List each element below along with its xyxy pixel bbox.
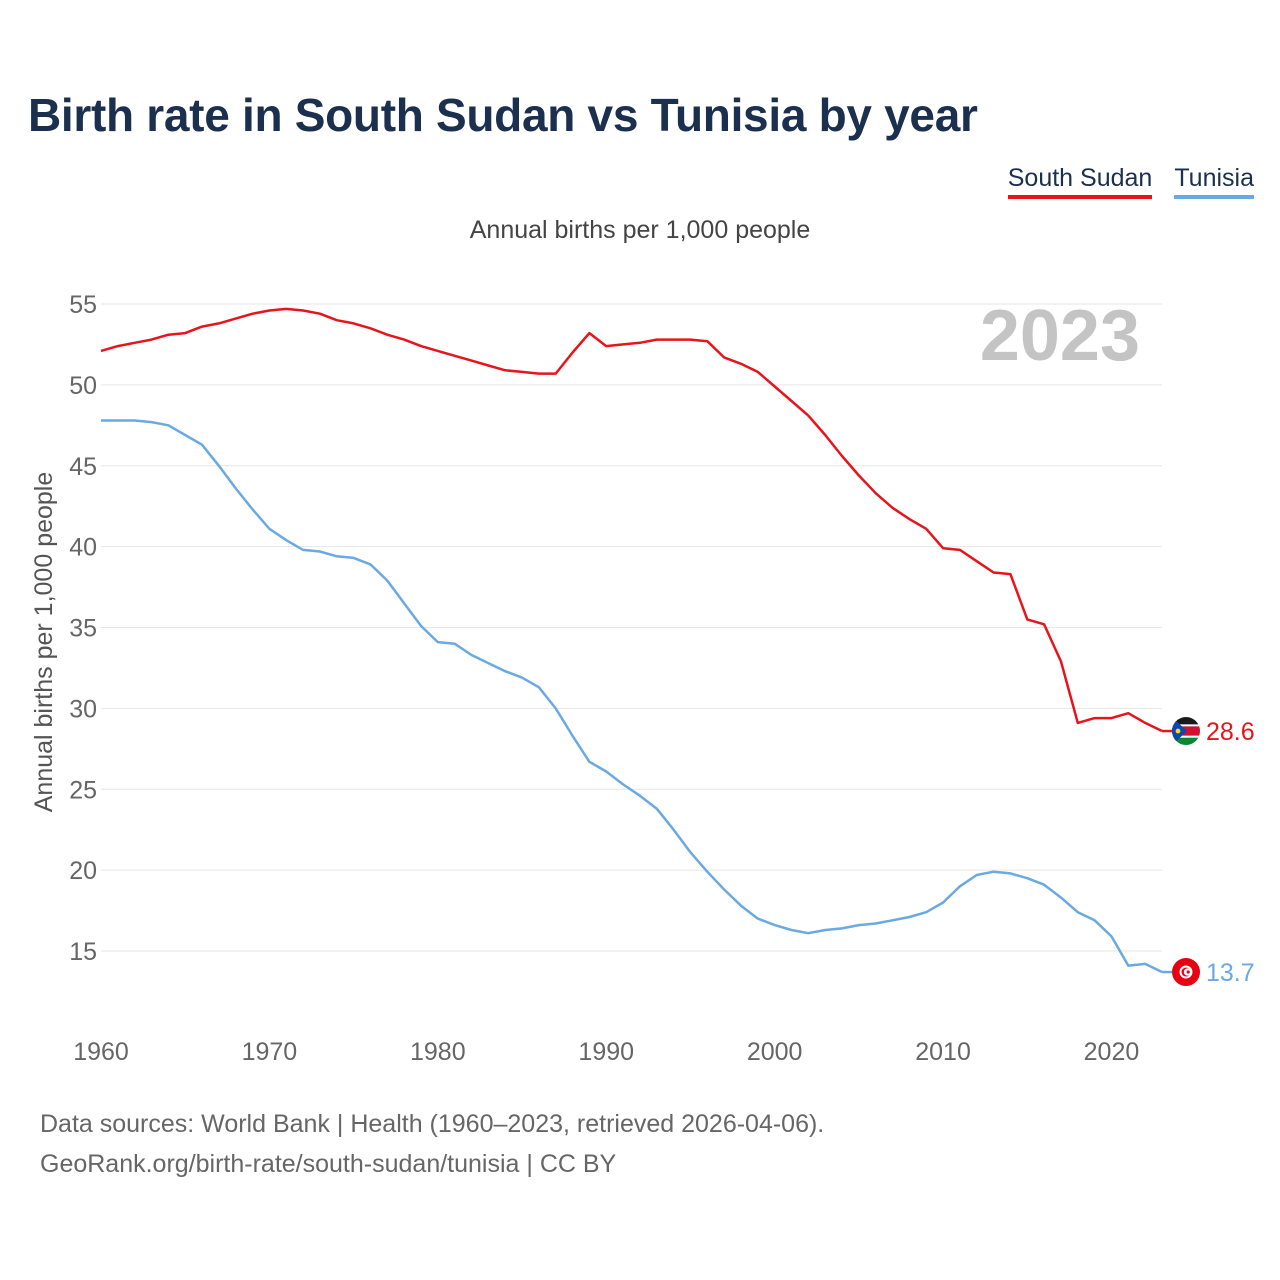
x-tick-label: 2020	[1084, 1038, 1140, 1066]
end-value-label: 28.6	[1206, 718, 1255, 746]
footer: Data sources: World Bank | Health (1960–…	[40, 1104, 824, 1184]
y-tick-label: 30	[69, 695, 97, 723]
x-tick-label: 1960	[73, 1038, 129, 1066]
chart-title: Birth rate in South Sudan vs Tunisia by …	[28, 89, 978, 141]
y-tick-label: 20	[69, 857, 97, 885]
chart-subtitle: Annual births per 1,000 people	[469, 216, 811, 244]
legend: South Sudan Tunisia	[1007, 164, 1254, 199]
y-tick-label: 15	[69, 938, 97, 966]
south-sudan-flag-icon	[1172, 717, 1200, 746]
x-tick-label: 2010	[915, 1038, 971, 1066]
end-value-label: 13.7	[1206, 959, 1255, 987]
y-tick-label: 50	[69, 372, 97, 400]
tunisia-flag-icon	[1172, 958, 1200, 987]
series-line-south-sudan[interactable]	[100, 307, 1163, 733]
x-tick-label: 2000	[747, 1038, 803, 1066]
legend-item-south-sudan[interactable]: South Sudan	[1007, 164, 1153, 199]
y-axis-label: Annual births per 1,000 people	[30, 472, 58, 813]
x-tick-label: 1990	[578, 1038, 634, 1066]
y-tick-label: 55	[69, 291, 97, 319]
series-line-tunisia[interactable]	[101, 419, 1163, 974]
year-watermark: 2023	[980, 296, 1140, 376]
y-tick-label: 25	[69, 776, 97, 804]
x-tick-label: 1970	[242, 1038, 298, 1066]
data-source-note: Data sources: World Bank | Health (1960–…	[40, 1110, 825, 1138]
y-tick-label: 35	[69, 615, 97, 643]
source-link[interactable]: GeoRank.org/birth-rate/south-sudan/tunis…	[40, 1150, 617, 1178]
y-tick-label: 40	[69, 534, 97, 562]
x-tick-label: 1980	[410, 1038, 466, 1066]
legend-item-tunisia[interactable]: Tunisia	[1174, 164, 1254, 199]
y-tick-label: 45	[69, 453, 97, 481]
